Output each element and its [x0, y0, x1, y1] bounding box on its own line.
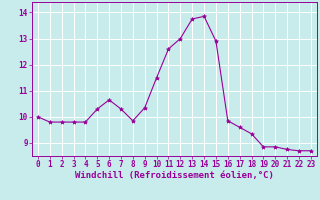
X-axis label: Windchill (Refroidissement éolien,°C): Windchill (Refroidissement éolien,°C) [75, 171, 274, 180]
